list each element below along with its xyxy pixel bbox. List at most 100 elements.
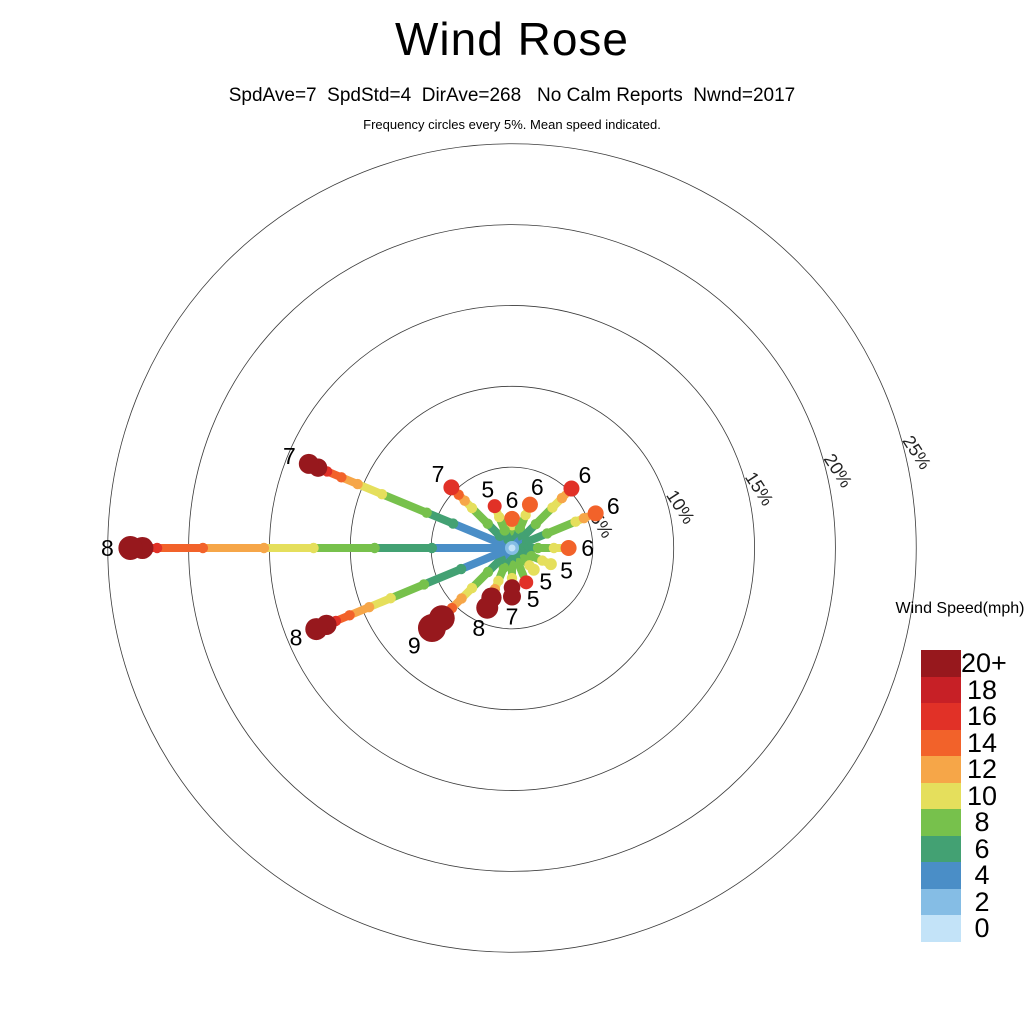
spoke-segment-bump — [578, 512, 590, 524]
legend-entry: 20+ — [921, 648, 1007, 678]
legend-entry: 4 — [921, 862, 1003, 889]
legend-entry: 16 — [921, 703, 1003, 730]
chart-note: Frequency circles every 5%. Mean speed i… — [363, 117, 661, 132]
spoke-tip-dot — [443, 479, 460, 496]
legend-value-label: 2 — [974, 886, 990, 917]
spoke-segment-bump — [352, 478, 363, 490]
spoke-tip-dot — [487, 499, 502, 514]
spoke-segment-bump — [493, 575, 504, 587]
spoke-mean-speed-label: 7 — [432, 461, 445, 487]
spoke-segment-bump — [258, 542, 270, 554]
spoke-segment-bump — [482, 518, 493, 529]
spoke-segment-bump — [369, 542, 380, 554]
spoke-segment-bump — [336, 472, 347, 483]
legend-swatch — [921, 888, 961, 916]
spoke-mean-speed-label: 8 — [472, 615, 485, 641]
spoke-segment-bump — [514, 523, 526, 535]
legend-swatch — [921, 676, 961, 704]
legend-entry: 8 — [921, 809, 1003, 836]
spoke-segment-bump — [466, 502, 478, 514]
legend-entry: 12 — [921, 756, 1003, 783]
spoke-segment-bump — [499, 525, 510, 536]
spoke-tip-dot — [118, 536, 143, 560]
spoke-segment-bump — [197, 542, 209, 554]
chart-stats-subtitle: SpdAve=7 SpdStd=4 DirAve=268 No Calm Rep… — [228, 85, 796, 106]
chart-title: Wind Rose — [395, 13, 629, 65]
spoke-tip-dot — [519, 575, 534, 590]
spoke-segment-bump — [447, 518, 459, 529]
legend-entry: 10 — [921, 780, 1003, 811]
legend-swatch — [921, 782, 961, 810]
spoke-mean-speed-label: 5 — [481, 477, 494, 503]
legend-swatch — [921, 650, 961, 677]
frequency-ring-label: 20% — [820, 450, 856, 491]
spoke-segment-bump — [376, 488, 388, 500]
spoke-mean-speed-label: 5 — [527, 586, 540, 612]
legend-entry: 0 — [921, 915, 1003, 942]
spoke-segment-WSW — [419, 565, 466, 589]
spoke-segment-bump — [426, 542, 438, 554]
spoke-tip-dot — [476, 596, 499, 619]
spoke-mean-speed-label: 5 — [539, 569, 552, 595]
spoke-segment-bump — [344, 610, 355, 621]
legend-entry: 18 — [921, 674, 1003, 705]
spoke-tip-dot — [503, 587, 521, 606]
spoke-segment-bump — [466, 582, 478, 594]
spoke-segment-bump — [151, 542, 163, 554]
spoke-segment-bump — [418, 579, 430, 590]
spoke-segment-bump — [498, 562, 510, 573]
spoke-mean-speed-label: 6 — [607, 493, 620, 519]
spoke-tip-dot — [560, 540, 577, 556]
frequency-ring-label: 10% — [662, 486, 698, 527]
spoke-segment-bump — [385, 593, 396, 604]
spoke-tip-dot — [305, 618, 328, 641]
spoke-tip-dot — [521, 496, 538, 513]
legend-swatch — [921, 915, 961, 942]
spoke-mean-speed-label: 6 — [581, 535, 594, 561]
spoke-mean-speed-label: 7 — [506, 604, 519, 630]
spoke-segment-WSW — [386, 580, 428, 603]
spoke-segment-WNW — [449, 519, 516, 552]
spoke-segment-bump — [537, 555, 548, 566]
spoke-segment-bump — [493, 511, 505, 523]
spoke-segment-bump — [548, 542, 560, 554]
spoke-segment-WNW — [377, 490, 431, 517]
spoke-mean-speed-label: 5 — [560, 558, 573, 584]
spoke-segment-bump — [541, 528, 553, 539]
spoke-segment-bump — [308, 542, 319, 554]
legend-value-label: 16 — [966, 701, 998, 731]
legend-value-label: 14 — [966, 727, 998, 758]
spoke-segment-bump — [532, 542, 544, 554]
spoke-segment-bump — [456, 593, 467, 604]
legend-entry: 2 — [921, 886, 1003, 917]
legend-swatch — [921, 835, 961, 863]
spoke-mean-speed-label: 8 — [101, 535, 114, 561]
legend-swatch — [921, 703, 961, 730]
legend-value-label: 8 — [974, 807, 990, 837]
spoke-segment-bump — [530, 519, 541, 530]
frequency-ring-label: 15% — [741, 468, 777, 509]
legend-value-label: 20+ — [961, 648, 1007, 678]
spoke-segment-bump — [421, 507, 432, 518]
spoke-tip-dot — [587, 505, 604, 522]
spoke-mean-speed-label: 6 — [531, 474, 544, 500]
spoke-tip-dot — [504, 510, 520, 527]
legend-value-label: 0 — [974, 913, 990, 943]
spoke-mean-speed-label: 6 — [506, 487, 519, 513]
spoke-tip-dot — [563, 480, 580, 497]
spoke-mean-speed-label: 8 — [290, 624, 303, 650]
spoke-segment-bump — [547, 502, 558, 513]
spoke-segment-bump — [482, 566, 494, 578]
legend-value-label: 4 — [974, 860, 990, 890]
frequency-ring — [107, 143, 917, 953]
spoke-mean-speed-label: 9 — [408, 633, 421, 659]
spoke-tip-dot — [544, 558, 557, 571]
spoke-mean-speed-label: 7 — [283, 443, 296, 469]
legend-value-label: 10 — [966, 780, 998, 811]
spoke-segment-bump — [526, 550, 537, 562]
spoke-tip-dot — [298, 453, 319, 474]
legend-value-label: 18 — [966, 674, 998, 705]
spoke-segment-bump — [570, 516, 581, 527]
legend-swatch — [921, 809, 961, 836]
